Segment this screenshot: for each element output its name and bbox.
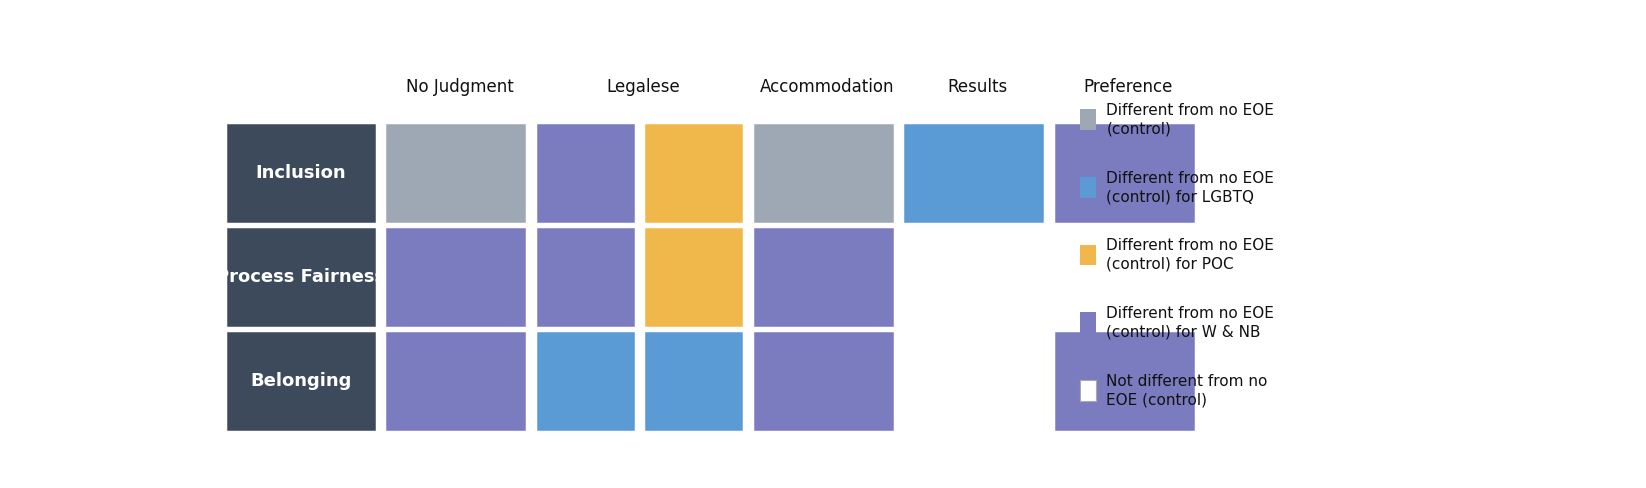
Bar	[384, 226, 527, 328]
Text: Inclusion: Inclusion	[255, 164, 346, 183]
Bar	[1053, 330, 1195, 432]
Bar	[644, 330, 744, 432]
Bar	[1053, 226, 1195, 328]
Text: Process Fairness: Process Fairness	[216, 268, 385, 286]
Bar	[902, 122, 1045, 224]
Bar	[752, 330, 895, 432]
Text: Accommodation: Accommodation	[760, 78, 894, 96]
Text: Belonging: Belonging	[250, 372, 352, 390]
Bar	[1053, 122, 1195, 224]
Text: Results: Results	[948, 78, 1007, 96]
Bar	[1080, 177, 1096, 198]
Bar	[535, 122, 635, 224]
Bar	[226, 330, 377, 432]
Bar	[1080, 245, 1096, 265]
Bar	[644, 226, 744, 328]
Text: Legalese: Legalese	[606, 78, 680, 96]
Text: Different from no EOE
(control) for POC: Different from no EOE (control) for POC	[1106, 238, 1274, 272]
Bar	[226, 122, 377, 224]
Bar	[226, 226, 377, 328]
Bar	[535, 226, 635, 328]
Bar	[1080, 380, 1096, 401]
Text: Different from no EOE
(control) for W & NB: Different from no EOE (control) for W & …	[1106, 306, 1274, 340]
Bar	[384, 330, 527, 432]
Text: Not different from no
EOE (control): Not different from no EOE (control)	[1106, 373, 1267, 407]
Bar	[902, 226, 1045, 328]
Bar	[902, 330, 1045, 432]
Text: Different from no EOE
(control) for LGBTQ: Different from no EOE (control) for LGBT…	[1106, 171, 1274, 204]
Bar	[1080, 312, 1096, 333]
Bar	[644, 122, 744, 224]
Text: No Judgment: No Judgment	[405, 78, 514, 96]
Bar	[384, 122, 527, 224]
Bar	[752, 122, 895, 224]
Bar	[535, 330, 635, 432]
Text: Preference: Preference	[1083, 78, 1172, 96]
Text: Different from no EOE
(control): Different from no EOE (control)	[1106, 103, 1274, 137]
Bar	[1080, 109, 1096, 130]
Bar	[752, 226, 895, 328]
